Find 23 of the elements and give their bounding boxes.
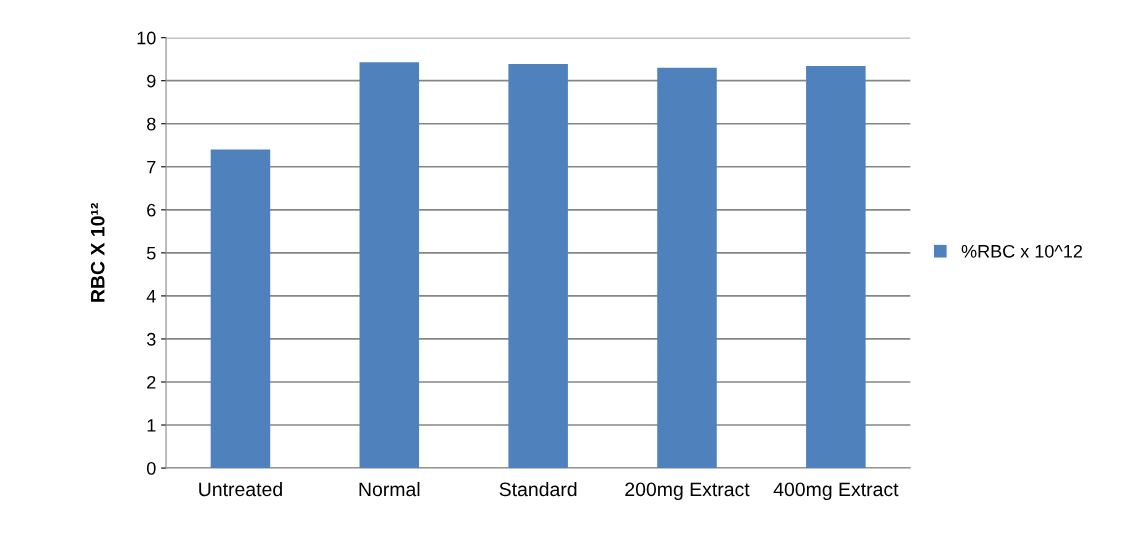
x-tick-label: Normal	[359, 481, 420, 497]
bar	[508, 63, 568, 469]
bar	[657, 67, 717, 469]
y-tick-label: 7	[147, 160, 156, 174]
y-tick-label: 8	[147, 117, 156, 131]
y-tick-label: 6	[147, 203, 156, 217]
x-tick-label: 200mg Extract	[625, 482, 750, 501]
y-axis-title: RBC X 10¹²	[90, 203, 105, 302]
y-tick-label: 1	[147, 419, 156, 432]
y-tick-label: 4	[146, 290, 156, 303]
y-tick-label: 9	[147, 74, 156, 88]
y-tick-label: 2	[147, 375, 156, 389]
y-tick-label: 10	[137, 31, 156, 45]
y-tick-label: 5	[146, 246, 156, 260]
x-tick-label: Standard	[499, 481, 577, 497]
x-tick-label: 400mg Extract	[773, 482, 899, 501]
y-tick-label: 3	[146, 332, 156, 346]
legend-label: %RBC x 10^12	[961, 244, 1083, 258]
bar	[359, 62, 420, 469]
bar	[210, 149, 271, 469]
y-tick-label: 0	[146, 461, 156, 475]
x-tick-label: Untreated	[199, 481, 282, 497]
bar	[806, 66, 866, 469]
